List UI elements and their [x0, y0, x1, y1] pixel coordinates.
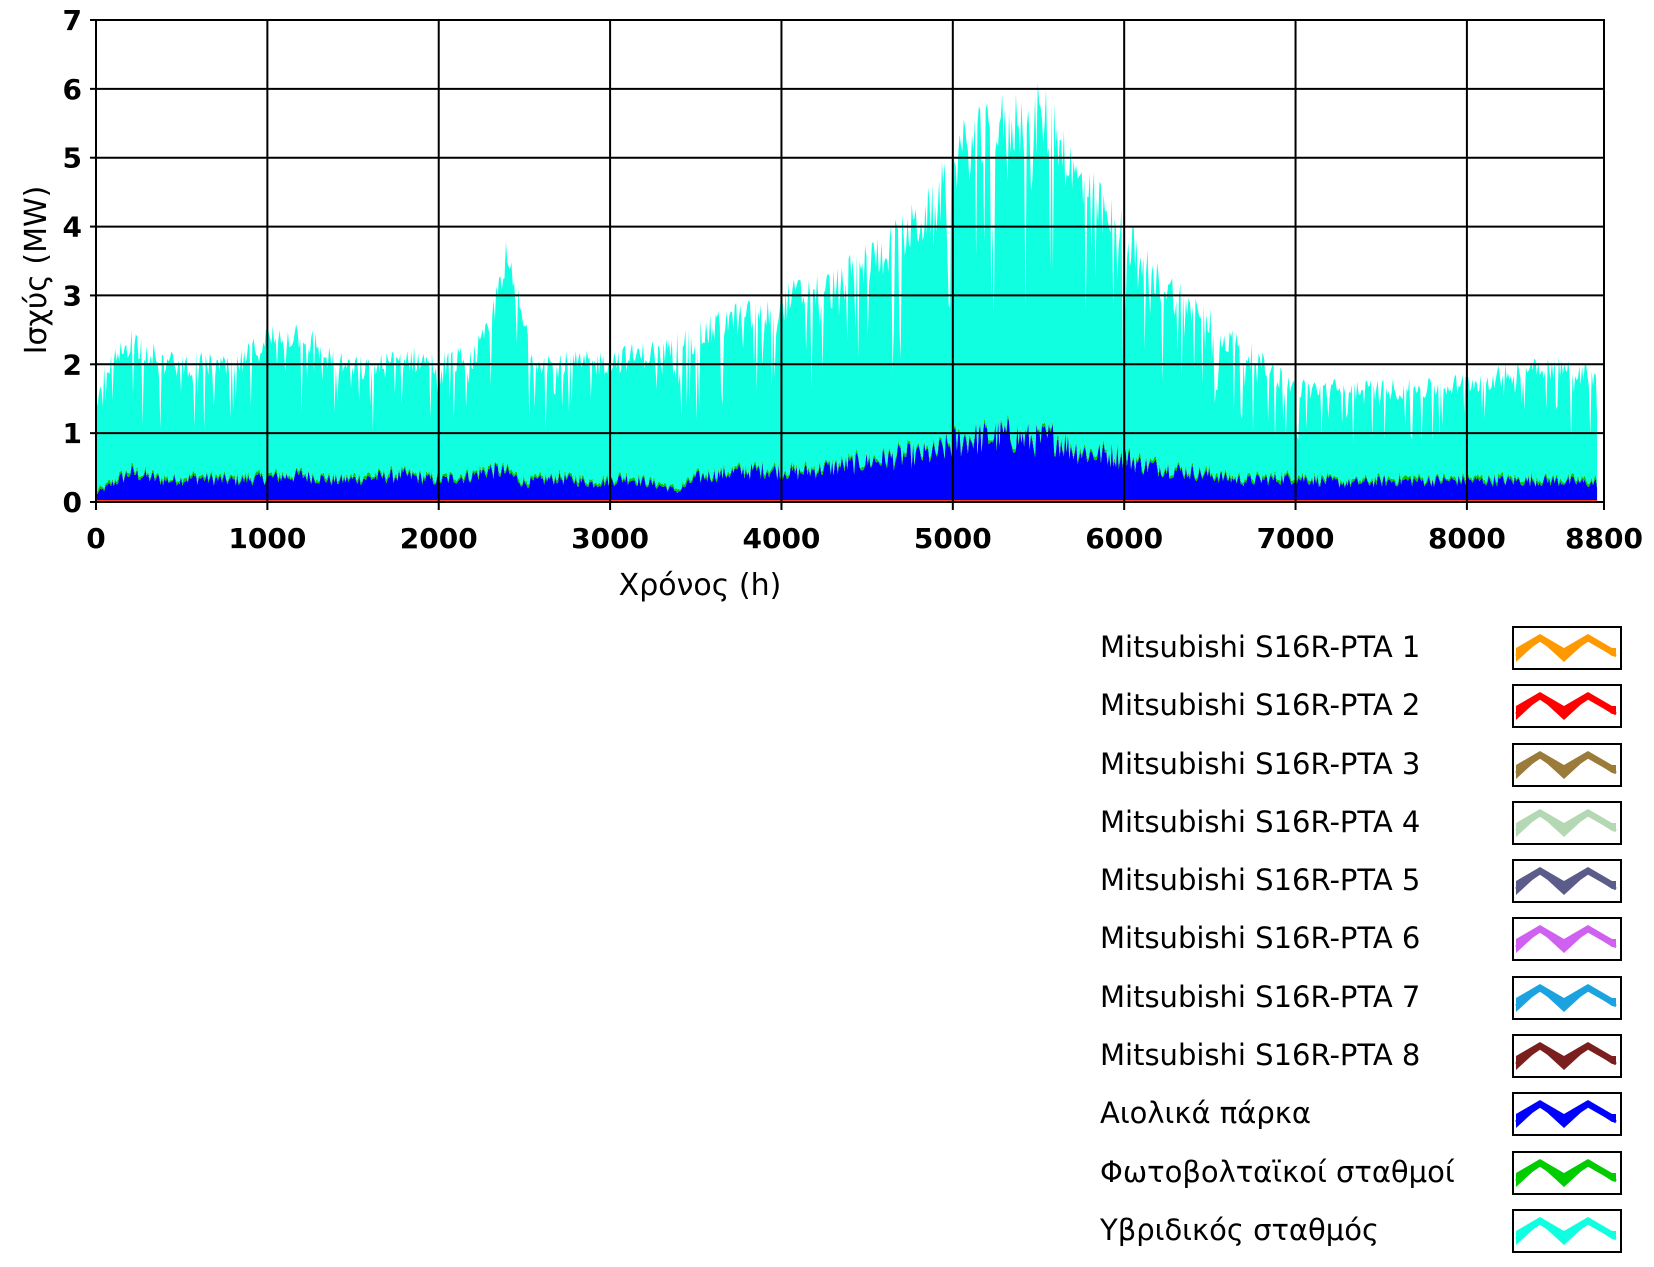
grid	[96, 20, 1604, 502]
legend-swatch-icon	[1512, 917, 1622, 962]
legend-label: Mitsubishi S16R-PTA 3	[1100, 746, 1421, 781]
legend-label: Mitsubishi S16R-PTA 1	[1100, 630, 1421, 664]
y-tick-label: 6	[63, 73, 82, 106]
legend-swatch-icon	[1512, 859, 1622, 904]
x-tick-label: 8000	[1428, 522, 1506, 555]
legend-item: Mitsubishi S16R-PTA 7	[1100, 975, 1640, 1034]
legend-item: Mitsubishi S16R-PTA 2	[1100, 684, 1640, 742]
x-tick-label: 5000	[914, 522, 992, 555]
x-axis-ticks: 0 1000 2000 3000 4000 5000 6000 7000 8000 8800	[86, 502, 1643, 555]
x-tick-label: 6000	[1085, 522, 1163, 555]
legend-swatch-icon	[1512, 1034, 1622, 1079]
legend-label: Mitsubishi S16R-PTA 5	[1100, 863, 1421, 898]
legend-item: Mitsubishi S16R-PTA 5	[1100, 859, 1640, 917]
legend-label: Mitsubishi S16R-PTA 6	[1100, 921, 1421, 956]
legend-label: Mitsubishi S16R-PTA 4	[1100, 804, 1421, 839]
legend-label: Φωτοβολταϊκοί σταθμοί	[1100, 1154, 1455, 1189]
legend: Mitsubishi S16R-PTA 1 Mitsubishi S16R-PTA…	[1100, 626, 1640, 1267]
legend-item: Υβριδικός σταθμός	[1100, 1208, 1640, 1267]
x-tick-label: 0	[86, 522, 105, 555]
legend-item: Φωτοβολταϊκοί σταθμοί	[1100, 1150, 1640, 1209]
legend-swatch-icon	[1512, 1092, 1622, 1137]
legend-label: Αιολικά πάρκα	[1100, 1096, 1311, 1131]
legend-item: Mitsubishi S16R-PTA 3	[1100, 742, 1640, 801]
legend-item: Mitsubishi S16R-PTA 4	[1100, 800, 1640, 859]
x-tick-label: 7000	[1257, 522, 1335, 555]
x-axis-label: Χρόνος (h)	[619, 568, 782, 603]
legend-swatch-icon	[1512, 975, 1622, 1020]
x-tick-label: 1000	[228, 522, 306, 555]
y-tick-label: 5	[63, 142, 82, 175]
legend-item: Mitsubishi S16R-PTA 1	[1100, 626, 1640, 684]
legend-item: Mitsubishi S16R-PTA 6	[1100, 917, 1640, 975]
y-tick-label: 3	[63, 279, 82, 312]
plot-frame	[95, 19, 1605, 503]
legend-label: Mitsubishi S16R-PTA 8	[1100, 1038, 1421, 1073]
series-area-1	[96, 417, 1598, 502]
y-tick-label: 1	[63, 417, 82, 450]
legend-swatch-icon	[1512, 1150, 1622, 1195]
frame-border	[95, 19, 1605, 503]
x-tick-label: 2000	[400, 522, 478, 555]
legend-swatch-icon	[1512, 742, 1622, 787]
x-tick-label: 3000	[571, 522, 649, 555]
legend-label: Mitsubishi S16R-PTA 7	[1100, 979, 1421, 1014]
y-tick-label: 2	[63, 348, 82, 381]
legend-swatch-icon	[1512, 684, 1622, 729]
y-tick-label: 7	[63, 4, 82, 37]
legend-item: Αιολικά πάρκα	[1100, 1092, 1640, 1150]
legend-item: Mitsubishi S16R-PTA 8	[1100, 1034, 1640, 1092]
legend-label: Mitsubishi S16R-PTA 2	[1100, 688, 1421, 723]
x-tick-label: 8800	[1565, 522, 1643, 555]
legend-swatch-icon	[1512, 626, 1622, 670]
y-tick-label: 4	[63, 211, 82, 244]
y-axis-ticks: 0 1 2 3 4 5 6 7	[63, 4, 96, 519]
legend-swatch-icon	[1512, 800, 1622, 845]
series-area-3	[96, 82, 1598, 492]
y-tick-label: 0	[63, 486, 82, 519]
legend-swatch-icon	[1512, 1208, 1622, 1253]
y-axis-label: Ισχύς (MW)	[19, 186, 54, 355]
x-tick-label: 4000	[742, 522, 820, 555]
chart: 0 1000 2000 3000 4000 5000 6000 7000 8000 8800 0 1…	[19, 4, 1643, 603]
legend-label: Υβριδικός σταθμός	[1100, 1212, 1379, 1247]
